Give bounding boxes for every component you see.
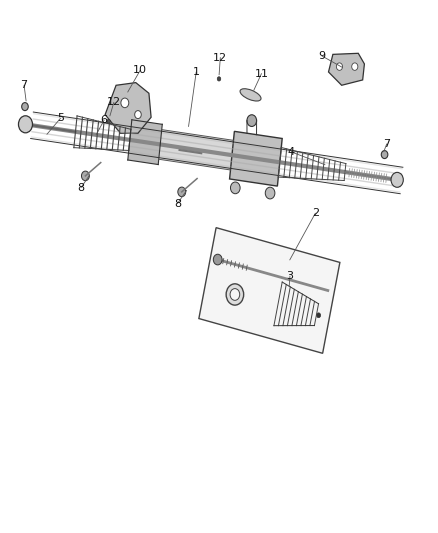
Text: 2: 2 [312, 208, 319, 218]
Polygon shape [105, 83, 151, 133]
Polygon shape [230, 131, 282, 186]
Ellipse shape [107, 119, 110, 124]
Polygon shape [128, 120, 162, 165]
Text: 5: 5 [57, 114, 64, 123]
Text: 12: 12 [107, 98, 121, 107]
Polygon shape [328, 53, 364, 85]
Ellipse shape [213, 254, 222, 265]
Text: 9: 9 [318, 51, 325, 61]
Ellipse shape [81, 171, 89, 181]
Text: 12: 12 [213, 53, 227, 62]
Ellipse shape [230, 288, 240, 300]
Text: 7: 7 [383, 139, 390, 149]
Ellipse shape [265, 187, 275, 199]
Ellipse shape [240, 88, 261, 101]
Polygon shape [199, 228, 340, 353]
Text: 10: 10 [133, 66, 147, 75]
Ellipse shape [352, 63, 358, 70]
Ellipse shape [22, 102, 28, 110]
Ellipse shape [134, 110, 141, 118]
Ellipse shape [381, 150, 388, 159]
Text: 7: 7 [21, 80, 28, 90]
Text: 3: 3 [286, 271, 293, 281]
Text: 4: 4 [288, 147, 295, 157]
Ellipse shape [230, 182, 240, 193]
Text: 1: 1 [193, 67, 200, 77]
Ellipse shape [178, 187, 186, 197]
Polygon shape [159, 130, 233, 170]
Ellipse shape [391, 172, 403, 187]
Text: 6: 6 [101, 115, 108, 125]
Ellipse shape [226, 284, 244, 305]
Ellipse shape [121, 98, 129, 108]
Text: 8: 8 [78, 183, 85, 192]
Ellipse shape [217, 77, 221, 81]
Ellipse shape [317, 313, 321, 318]
Text: 11: 11 [254, 69, 268, 78]
Text: 8: 8 [174, 199, 181, 208]
Ellipse shape [247, 115, 257, 126]
Ellipse shape [18, 116, 32, 133]
Ellipse shape [336, 63, 343, 70]
